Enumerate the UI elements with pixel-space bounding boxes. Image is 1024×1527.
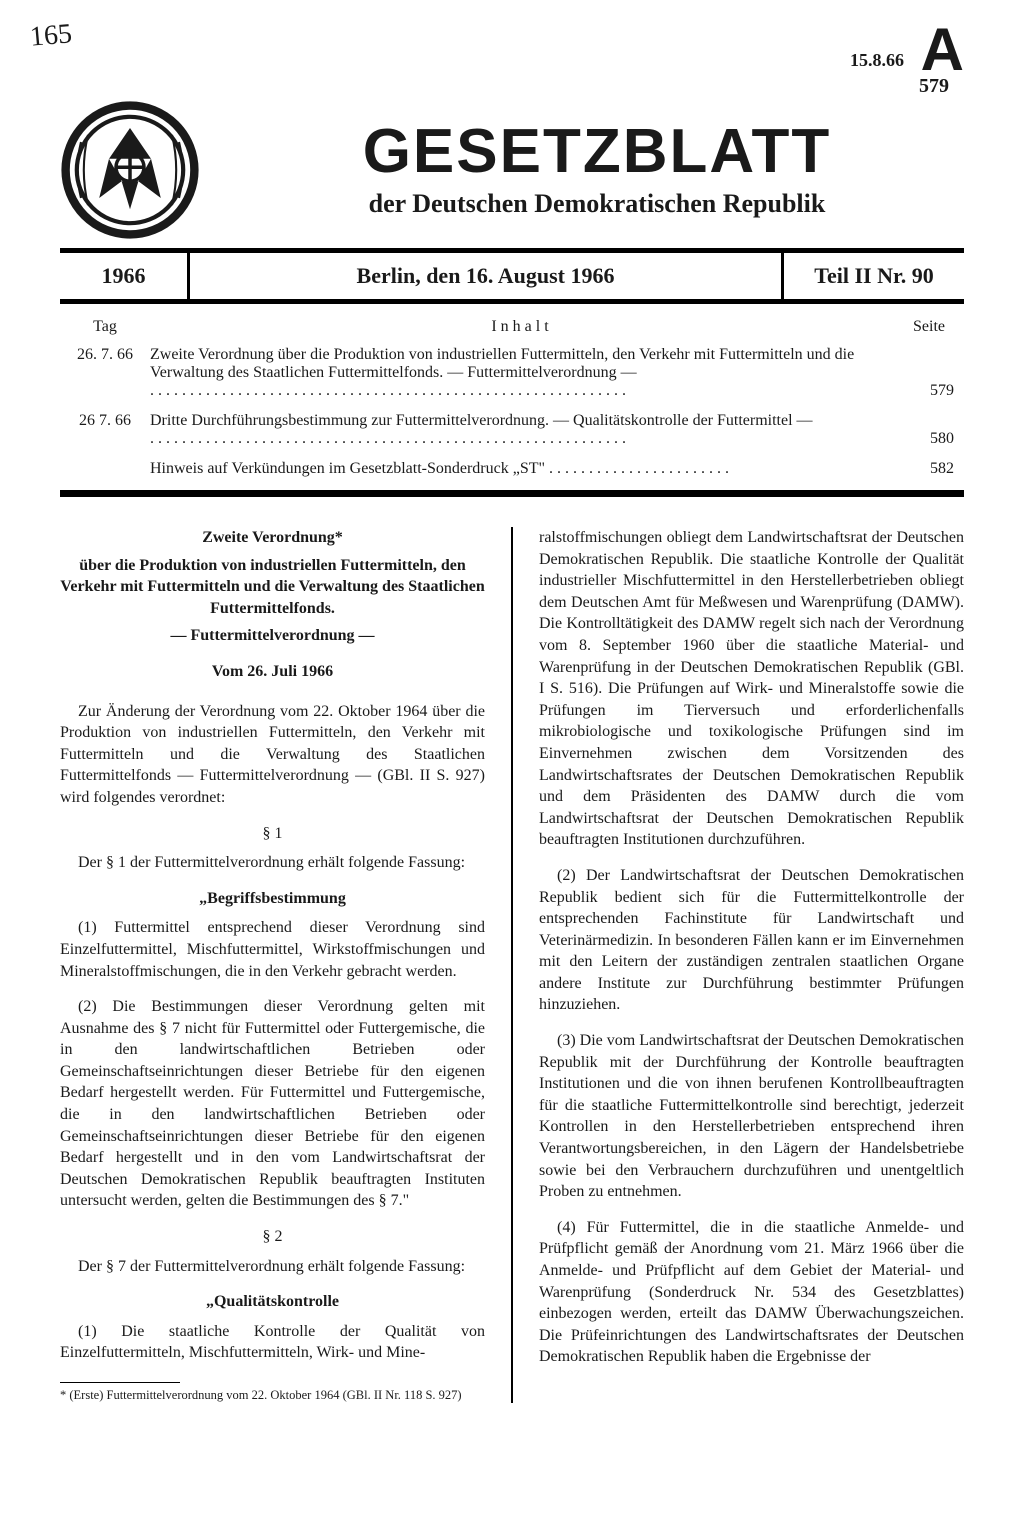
handwritten-topleft: 165 (29, 18, 74, 54)
info-issue: Teil II Nr. 90 (784, 253, 964, 299)
toc-day: 26. 7. 66 (60, 346, 150, 400)
toc-entry-text: Dritte Durchführungsbestimmung zur Futte… (150, 412, 894, 448)
toc-page: 579 (894, 382, 964, 400)
section-2-label: § 2 (60, 1226, 485, 1248)
toc-row: 26 7. 66 Dritte Durchführungsbestimmung … (60, 412, 964, 448)
masthead: GESETZBLATT der Deutschen Demokratischen… (60, 100, 964, 240)
ordinance-date: Vom 26. Juli 1966 (60, 661, 485, 683)
column-right: ralstoffmischungen obliegt dem Landwirts… (539, 527, 964, 1403)
toc-header: Tag Inhalt Seite (60, 318, 964, 336)
column-divider (511, 527, 513, 1403)
info-year: 1966 (60, 253, 190, 299)
state-emblem-icon (60, 100, 200, 240)
section-1-p1: (1) Futtermittel entsprechend dieser Ver… (60, 917, 485, 982)
body-columns: Zweite Verordnung* über die Produktion v… (60, 527, 964, 1403)
footnote-rule (60, 1382, 180, 1383)
toc-entry-span: Dritte Durchführungsbestimmung zur Futte… (150, 412, 813, 429)
rule-double (60, 490, 964, 497)
intro-paragraph: Zur Änderung der Verordnung vom 22. Okto… (60, 701, 485, 809)
column-left: Zweite Verordnung* über die Produktion v… (60, 527, 485, 1403)
subtitle: der Deutschen Demokratischen Republik (230, 189, 964, 219)
page-number: 579 (919, 75, 949, 98)
toc-entry-text: Hinweis auf Verkündungen im Gesetzblatt-… (150, 460, 894, 478)
toc-entry-span: Zweite Verordnung über die Produktion vo… (150, 346, 854, 381)
toc-entry-text: Zweite Verordnung über die Produktion vo… (150, 346, 894, 400)
info-date: Berlin, den 16. August 1966 (190, 253, 784, 299)
info-bar: 1966 Berlin, den 16. August 1966 Teil II… (60, 253, 964, 304)
section-1-label: § 1 (60, 823, 485, 845)
ordinance-title-l1: Zweite Verordnung* (60, 527, 485, 549)
section-2-p1: (1) Die staatliche Kontrolle der Qualitä… (60, 1321, 485, 1364)
main-title: GESETZBLATT (230, 121, 964, 183)
toc-row: Hinweis auf Verkündungen im Gesetzblatt-… (60, 460, 964, 478)
handwritten-date: 15.8.66 (850, 50, 904, 71)
right-p4: (4) Für Futtermittel, die in die staatli… (539, 1217, 964, 1368)
toc-day (60, 460, 150, 478)
toc-dots: . . . . . . . . . . . . . . . . . . . . … (150, 382, 626, 399)
letter-a-mark: A (921, 15, 964, 84)
toc-day: 26 7. 66 (60, 412, 150, 448)
right-p2: (2) Der Landwirtschaftsrat der Deutschen… (539, 865, 964, 1016)
toc-header-content: Inhalt (150, 318, 894, 336)
section-2-lead: Der § 7 der Futtermittelverordnung erhäl… (60, 1256, 485, 1278)
title-block: GESETZBLATT der Deutschen Demokratischen… (230, 121, 964, 219)
section-2-heading: „Qualitätskontrolle (60, 1291, 485, 1313)
toc-page: 582 (894, 460, 964, 478)
toc-entry-span: Hinweis auf Verkündungen im Gesetzblatt-… (150, 460, 545, 477)
table-of-contents: Tag Inhalt Seite 26. 7. 66 Zweite Verord… (60, 318, 964, 478)
toc-header-day: Tag (60, 318, 150, 336)
ordinance-subtitle: — Futtermittelverordnung — (60, 625, 485, 647)
section-1-p2: (2) Die Bestimmungen dieser Verordnung g… (60, 996, 485, 1212)
right-p1: ralstoffmischungen obliegt dem Landwirts… (539, 527, 964, 851)
toc-dots: . . . . . . . . . . . . . . . . . . . . … (549, 460, 729, 477)
toc-header-page: Seite (894, 318, 964, 336)
ordinance-title-l2: über die Produktion von industriellen Fu… (60, 555, 485, 620)
section-1-heading: „Begriffsbestimmung (60, 888, 485, 910)
right-p3: (3) Die vom Landwirtschaftsrat der Deuts… (539, 1030, 964, 1203)
footnote: * (Erste) Futtermittelverordnung vom 22.… (60, 1387, 485, 1403)
section-1-lead: Der § 1 der Futtermittelverordnung erhäl… (60, 852, 485, 874)
toc-row: 26. 7. 66 Zweite Verordnung über die Pro… (60, 346, 964, 400)
toc-dots: . . . . . . . . . . . . . . . . . . . . … (150, 430, 626, 447)
toc-page: 580 (894, 430, 964, 448)
